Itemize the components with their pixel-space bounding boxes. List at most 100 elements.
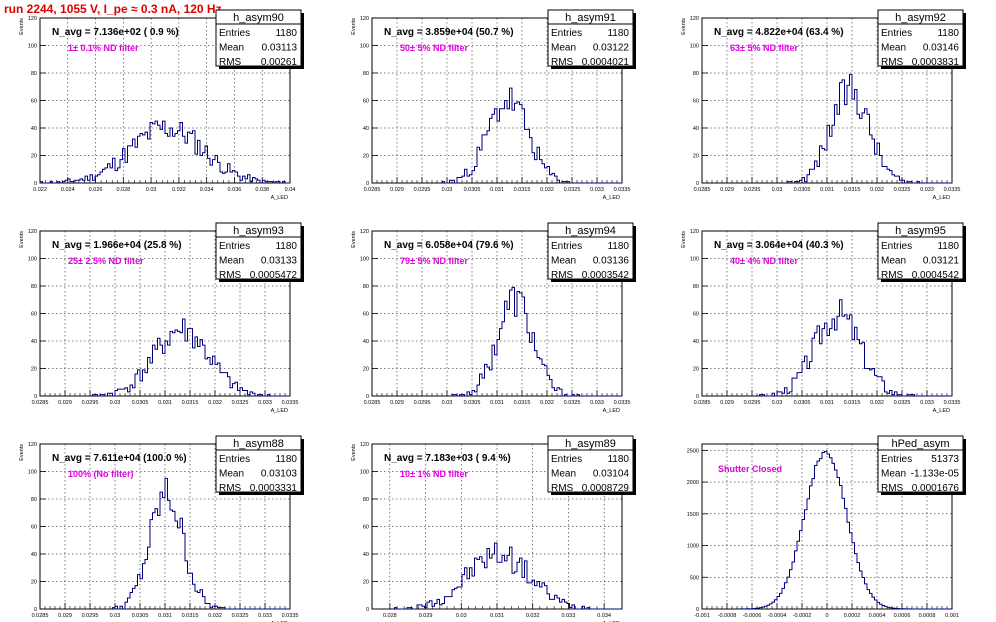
- stats-label-mean: Mean: [551, 469, 576, 480]
- stats-label-mean: Mean: [881, 256, 906, 267]
- x-tick-label: 0.029: [58, 613, 72, 619]
- y-tick-label: 80: [31, 497, 37, 503]
- x-tick-label: 0.024: [61, 187, 75, 193]
- x-tick-label: 0.028: [383, 613, 397, 619]
- stats-value-entries: 51373: [931, 454, 959, 465]
- stats-value-rms: 0.0008729: [582, 483, 630, 494]
- stats-label-rms: RMS: [219, 270, 242, 281]
- x-tick-label: 0.03: [442, 187, 453, 193]
- x-tick-label: 0.034: [597, 613, 611, 619]
- stats-value-rms: 0.0004021: [582, 57, 630, 68]
- histogram-panel-h_asym90: 0.022 0.024 0.026 0.028 0.03 0.032 0.034 0.036 0…: [19, 9, 304, 201]
- stats-label-rms: RMS: [881, 483, 904, 494]
- x-tick-label: 0.0335: [614, 187, 631, 193]
- x-tick-label: 0.032: [540, 400, 554, 406]
- x-tick-label: 0.031: [490, 187, 504, 193]
- stats-box: [877, 435, 964, 493]
- x-tick-label: 0.0325: [894, 400, 911, 406]
- stats-label-mean: Mean: [219, 43, 244, 54]
- y-tick-label: 60: [31, 99, 37, 105]
- histogram-line: [92, 318, 290, 397]
- x-tick-label: -0.0006: [743, 613, 762, 619]
- x-tick-label: 0.03: [110, 613, 121, 619]
- x-tick-label: 0.0008: [919, 613, 936, 619]
- stats-value-entries: 1180: [275, 454, 297, 465]
- x-tick-label: 0.029: [720, 187, 734, 193]
- x-tick-label: 0.033: [590, 400, 604, 406]
- y-axis-title: Events: [19, 444, 25, 461]
- stats-value-mean: 0.03121: [923, 256, 960, 267]
- stats-value-entries: 1180: [275, 28, 297, 39]
- y-tick-label: 0: [366, 394, 369, 400]
- y-tick-label: 40: [693, 339, 699, 345]
- x-tick-label: 0.0305: [132, 613, 149, 619]
- x-tick-label: 0.031: [158, 613, 172, 619]
- y-tick-label: 80: [693, 71, 699, 77]
- x-tick-label: 0.0295: [82, 400, 99, 406]
- y-tick-label: 120: [360, 229, 369, 235]
- x-tick-label: 0.03: [442, 400, 453, 406]
- y-tick-label: 20: [31, 154, 37, 160]
- y-tick-label: 80: [31, 71, 37, 77]
- x-tick-label: 0.033: [258, 613, 272, 619]
- x-axis-title: A_LED: [271, 408, 288, 414]
- histogram-name: h_asym95: [895, 225, 946, 237]
- x-tick-label: 0.0335: [614, 400, 631, 406]
- x-tick-label: 0.0285: [364, 187, 381, 193]
- stats-value-mean: 0.03146: [923, 43, 960, 54]
- y-tick-label: 40: [363, 126, 369, 132]
- y-tick-label: 120: [360, 16, 369, 22]
- filter-annotation: 1± 0.1% ND filter: [68, 43, 139, 53]
- x-tick-label: 0.03: [146, 187, 157, 193]
- y-tick-label: 100: [360, 257, 369, 263]
- x-tick-label: 0.034: [200, 187, 214, 193]
- y-tick-label: 2000: [687, 480, 699, 486]
- stats-label-rms: RMS: [219, 483, 242, 494]
- x-tick-label: 0.029: [390, 400, 404, 406]
- y-tick-label: 0: [34, 394, 37, 400]
- run-title: run 2244, 1055 V, I_pe ≈ 0.3 nA, 120 Hz: [4, 2, 222, 16]
- histogram-line: [39, 120, 290, 184]
- x-tick-label: 0.0325: [232, 400, 249, 406]
- stats-label-mean: Mean: [881, 469, 906, 480]
- y-tick-label: 20: [31, 580, 37, 586]
- stats-label-mean: Mean: [881, 43, 906, 54]
- filter-annotation: 10± 1% ND filter: [400, 469, 468, 479]
- x-tick-label: 0: [825, 613, 828, 619]
- stats-label-rms: RMS: [881, 270, 904, 281]
- y-tick-label: 60: [363, 312, 369, 318]
- x-tick-label: 0.0325: [232, 613, 249, 619]
- y-tick-label: 40: [363, 339, 369, 345]
- y-axis-title: Events: [681, 231, 687, 248]
- x-tick-label: 0.001: [945, 613, 959, 619]
- x-tick-label: -0.0004: [768, 613, 787, 619]
- histogram-panel-h_asym93: 0.0285 0.029 0.0295 0.03 0.0305 0.031 0.0315 0.…: [19, 222, 304, 414]
- n-avg-label: N_avg = 4.822e+04 (63.4 %): [714, 27, 844, 38]
- y-tick-label: 60: [363, 99, 369, 105]
- y-tick-label: 100: [690, 257, 699, 263]
- stats-value-mean: 0.03113: [262, 43, 298, 54]
- x-tick-label: 0.028: [116, 187, 130, 193]
- y-tick-label: 80: [31, 284, 37, 290]
- y-tick-label: 80: [693, 284, 699, 290]
- stats-label-rms: RMS: [219, 57, 242, 68]
- y-tick-label: 120: [28, 442, 37, 448]
- x-tick-label: 0.0285: [32, 613, 49, 619]
- y-tick-label: 0: [366, 607, 369, 613]
- x-tick-label: 0.033: [920, 187, 934, 193]
- x-tick-label: 0.0305: [794, 187, 811, 193]
- x-tick-label: 0.0285: [364, 400, 381, 406]
- y-axis-title: Events: [351, 444, 357, 461]
- x-tick-label: 0.036: [228, 187, 242, 193]
- filter-annotation: 50± 5% ND filter: [400, 43, 468, 53]
- stats-label-mean: Mean: [219, 256, 244, 267]
- histogram-panel-h_asym94: 0.0285 0.029 0.0295 0.03 0.0305 0.031 0.0315 0.…: [351, 222, 636, 414]
- n-avg-label: N_avg = 7.136e+02 ( 0.9 %): [52, 27, 179, 38]
- x-tick-label: 0.031: [490, 400, 504, 406]
- filter-annotation: Shutter Closed: [718, 464, 782, 474]
- stats-value-rms: 0.00261: [261, 57, 298, 68]
- stats-label-entries: Entries: [219, 28, 250, 39]
- x-tick-label: 0.031: [820, 187, 834, 193]
- y-tick-label: 120: [690, 229, 699, 235]
- histogram-panel-hPed_asym: -0.001 -0.0008 -0.0006 -0.0004 -0.0002 0 0.000…: [687, 435, 966, 619]
